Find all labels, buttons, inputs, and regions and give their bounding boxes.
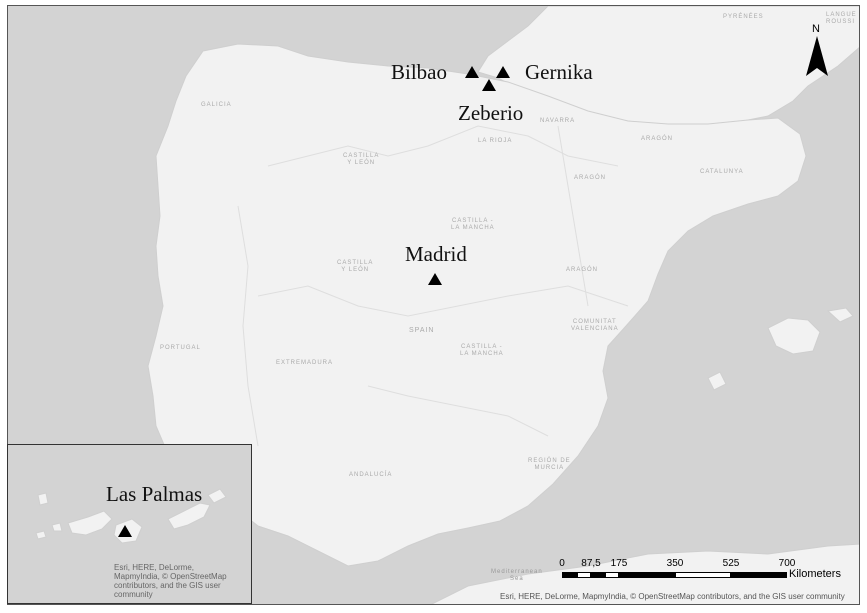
tenerife-island: [67, 510, 113, 536]
region-castilla-mancha-2: CASTILLA - LA MANCHA: [460, 344, 504, 358]
scale-seg-2: [577, 572, 591, 578]
scale-seg-1: [562, 572, 577, 578]
scale-tick-700: 700: [778, 558, 796, 569]
inset-credits: Esri, HERE, DeLorme, MapmyIndia, © OpenS…: [114, 563, 227, 599]
place-label-madrid: Madrid: [405, 242, 467, 266]
marker-madrid[interactable]: [428, 273, 442, 285]
gomera-island: [51, 522, 63, 532]
scale-seg-3: [591, 572, 605, 578]
scale-tick-350: 350: [666, 558, 684, 569]
scale-bar: 0 87,5 175 350 525 700 Kilometers: [559, 558, 860, 588]
region-navarra: NAVARRA: [540, 118, 576, 124]
region-pyrenees: PYRÉNÉES: [723, 14, 764, 20]
ibiza-island: [707, 371, 727, 391]
region-extremadura: EXTREMADURA: [276, 360, 334, 366]
basemap: [147, 6, 859, 604]
region-languedoc: LANGUE ROUSSI: [826, 12, 857, 26]
region-castilla-leon-north: CASTILLA Y LEÓN: [343, 153, 380, 167]
inset-basemap: [35, 488, 227, 544]
hierro-island: [35, 530, 47, 540]
north-arrow-letter: N: [812, 23, 820, 35]
scale-tick-175: 175: [610, 558, 628, 569]
region-castilla-leon-south: CASTILLA Y LEÓN: [337, 260, 374, 274]
menorca-island: [826, 307, 854, 323]
lanzarote-island: [207, 488, 227, 504]
scale-seg-4: [605, 572, 619, 578]
marker-zeberio[interactable]: [482, 79, 496, 91]
scale-seg-6: [675, 572, 731, 578]
scale-unit-label: Kilometers: [789, 568, 841, 580]
region-murcia: REGIÓN DE MURCIA: [528, 458, 571, 472]
place-label-las-palmas: Las Palmas: [106, 482, 203, 506]
marker-bilbao[interactable]: [465, 66, 479, 78]
iberia-landmass: [147, 43, 807, 567]
north-arrow-icon: [806, 36, 828, 76]
region-aragon-2: ARAGÓN: [574, 175, 607, 181]
sea-label-mediterranean: Mediterranean Sea: [491, 569, 543, 583]
marker-gernika[interactable]: [496, 66, 510, 78]
place-label-bilbao: Bilbao: [391, 60, 447, 84]
scale-seg-5: [619, 572, 675, 578]
fuerteventura-island: [167, 502, 211, 530]
mallorca-island: [767, 317, 821, 355]
region-catalunya: CATALUNYA: [700, 169, 744, 175]
region-spain: SPAIN: [409, 327, 435, 334]
region-castilla-mancha-1: CASTILLA - LA MANCHA: [451, 218, 495, 232]
region-aragon-1: ARAGÓN: [641, 136, 674, 142]
region-galicia: GALICIA: [201, 102, 232, 108]
place-label-zeberio: Zeberio: [458, 101, 524, 125]
region-aragon-3: ARAGÓN: [566, 267, 599, 273]
inset-map-canary: [7, 444, 252, 604]
region-portugal: PORTUGAL: [160, 345, 201, 351]
map-credits: Esri, HERE, DeLorme, MapmyIndia, © OpenS…: [500, 592, 845, 601]
scale-seg-7: [731, 572, 787, 578]
region-andalucia: ANDALUCÍA: [349, 472, 393, 478]
marker-las-palmas[interactable]: [118, 525, 132, 537]
region-valenciana: COMUNITAT VALENCIANA: [571, 319, 619, 333]
scale-tick-0: 0: [559, 558, 565, 569]
scale-tick-525: 525: [722, 558, 740, 569]
la-palma-island: [37, 492, 49, 506]
region-la-rioja: LA RIOJA: [478, 138, 513, 144]
scale-tick-87-5: 87,5: [581, 558, 601, 569]
place-label-gernika: Gernika: [525, 60, 593, 84]
